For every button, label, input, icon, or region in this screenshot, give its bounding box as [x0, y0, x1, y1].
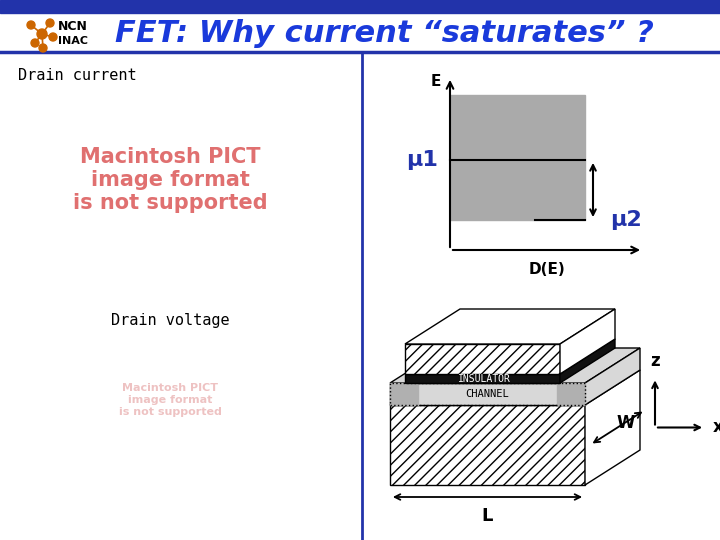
- Text: x: x: [713, 418, 720, 436]
- Polygon shape: [405, 344, 560, 374]
- Text: W: W: [616, 415, 635, 433]
- Text: Drain voltage: Drain voltage: [111, 313, 229, 327]
- Polygon shape: [390, 405, 585, 485]
- Bar: [390, 383, 418, 405]
- Polygon shape: [560, 309, 615, 374]
- Text: E: E: [431, 73, 441, 89]
- Polygon shape: [390, 383, 585, 405]
- Text: INAC: INAC: [58, 36, 88, 46]
- Polygon shape: [405, 339, 615, 374]
- Polygon shape: [585, 348, 640, 405]
- Polygon shape: [390, 348, 640, 383]
- Text: D(E): D(E): [529, 262, 566, 278]
- Circle shape: [27, 21, 35, 29]
- Text: INSULATOR: INSULATOR: [458, 374, 511, 383]
- Text: NCN: NCN: [58, 19, 88, 32]
- Polygon shape: [390, 370, 640, 405]
- Text: μ2: μ2: [610, 210, 642, 230]
- Circle shape: [46, 19, 54, 27]
- Bar: [0, 0, 720, 13]
- Text: z: z: [650, 352, 660, 369]
- Polygon shape: [405, 374, 560, 383]
- Circle shape: [49, 33, 57, 41]
- Circle shape: [39, 44, 47, 52]
- Text: Drain current: Drain current: [18, 68, 137, 83]
- Text: μ1: μ1: [406, 150, 438, 170]
- Polygon shape: [560, 339, 615, 383]
- Polygon shape: [585, 370, 640, 485]
- Text: Macintosh PICT
image format
is not supported: Macintosh PICT image format is not suppo…: [119, 383, 222, 416]
- Text: L: L: [482, 507, 493, 525]
- Circle shape: [37, 29, 47, 39]
- Bar: [450, 95, 585, 220]
- Text: Macintosh PICT
image format
is not supported: Macintosh PICT image format is not suppo…: [73, 147, 267, 213]
- Circle shape: [31, 39, 39, 47]
- Bar: [557, 383, 585, 405]
- Text: FET: Why current “saturates” ?: FET: Why current “saturates” ?: [115, 19, 654, 49]
- Text: CHANNEL: CHANNEL: [466, 389, 509, 399]
- Bar: [390, 383, 585, 405]
- Polygon shape: [405, 309, 615, 344]
